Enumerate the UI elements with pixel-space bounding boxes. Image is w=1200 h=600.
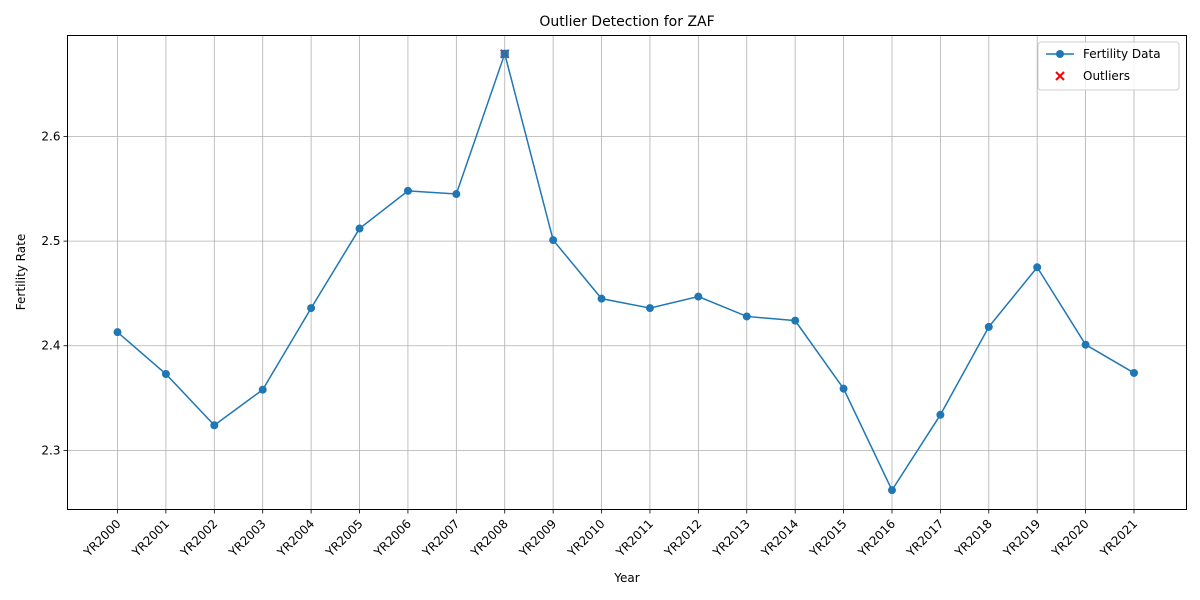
series-layer	[113, 49, 1138, 495]
x-tick-label: YR2019	[1000, 517, 1043, 560]
x-tick-label: YR2006	[371, 517, 414, 560]
fertility-point	[1130, 368, 1138, 377]
x-tick-label: YR2015	[806, 517, 849, 560]
y-tick-label: 2.3	[41, 443, 60, 457]
y-axis: 2.3 2.4 2.5 2.6	[41, 129, 68, 457]
plot-frame	[67, 35, 1187, 510]
legend-label-fertility: Fertility Data	[1083, 47, 1161, 61]
x-tick-label: YR2000	[80, 517, 123, 560]
fertility-point	[597, 294, 606, 303]
x-axis-title: Year	[613, 571, 639, 585]
y-tick-label: 2.6	[41, 129, 60, 143]
fertility-point	[791, 316, 800, 325]
fertility-point	[161, 369, 170, 378]
legend: Fertility Data Outliers	[1037, 41, 1180, 91]
fertility-point	[452, 190, 461, 199]
fertility-point	[355, 224, 364, 233]
chart-title: Outlier Detection for ZAF	[539, 14, 714, 30]
x-tick-label: YR2018	[952, 517, 995, 560]
y-tick-label: 2.4	[41, 339, 60, 353]
plot-area	[67, 35, 1187, 510]
legend-marker-fertility	[1056, 50, 1064, 58]
x-tick-label: YR2010	[564, 517, 607, 560]
fertility-point	[307, 304, 316, 313]
grid	[67, 35, 1187, 510]
x-tick-label: YR2012	[661, 517, 704, 560]
x-tick-label: YR2016	[855, 517, 898, 560]
x-tick-label: YR2017	[903, 517, 946, 560]
fertility-point	[742, 312, 751, 321]
fertility-point	[210, 421, 219, 430]
x-tick-label: YR2013	[710, 517, 753, 560]
fertility-point	[1033, 263, 1042, 272]
x-tick-label: YR2003	[226, 517, 269, 560]
x-tick-label: YR2001	[129, 517, 172, 560]
legend-marker-outliers	[1055, 71, 1065, 81]
x-tick-label: YR2011	[613, 517, 656, 560]
fertility-point	[694, 292, 703, 301]
fertility-point	[645, 304, 654, 313]
x-tick-label: YR2002	[177, 517, 220, 560]
fertility-point	[403, 186, 412, 195]
x-tick-label: YR2004	[274, 517, 317, 560]
fertility-point	[887, 486, 896, 495]
x-tick-label: YR2007	[419, 517, 462, 560]
fertility-point	[936, 410, 945, 419]
fertility-point	[113, 328, 122, 337]
x-tick-label: YR2014	[758, 517, 801, 560]
fertility-point	[258, 385, 267, 394]
outlier-overlap-point	[500, 49, 509, 58]
fertility-point	[1081, 340, 1090, 349]
x-axis: YR2000 YR2001 YR2002 YR2003 YR2004 YR2005 YR20…	[80, 509, 1140, 560]
y-axis-title: Fertility Rate	[14, 234, 28, 310]
x-tick-label: YR2005	[322, 517, 365, 560]
x-tick-label: YR2021	[1097, 517, 1140, 560]
fertility-point	[984, 322, 993, 331]
fertility-point	[549, 236, 558, 245]
fertility-point	[839, 384, 848, 393]
x-tick-label: YR2009	[516, 517, 559, 560]
y-tick-label: 2.5	[41, 234, 60, 248]
legend-label-outliers: Outliers	[1083, 69, 1130, 83]
x-tick-label: YR2008	[468, 517, 511, 560]
fertility-line	[117, 51, 1135, 492]
x-tick-label: YR2020	[1048, 517, 1091, 560]
